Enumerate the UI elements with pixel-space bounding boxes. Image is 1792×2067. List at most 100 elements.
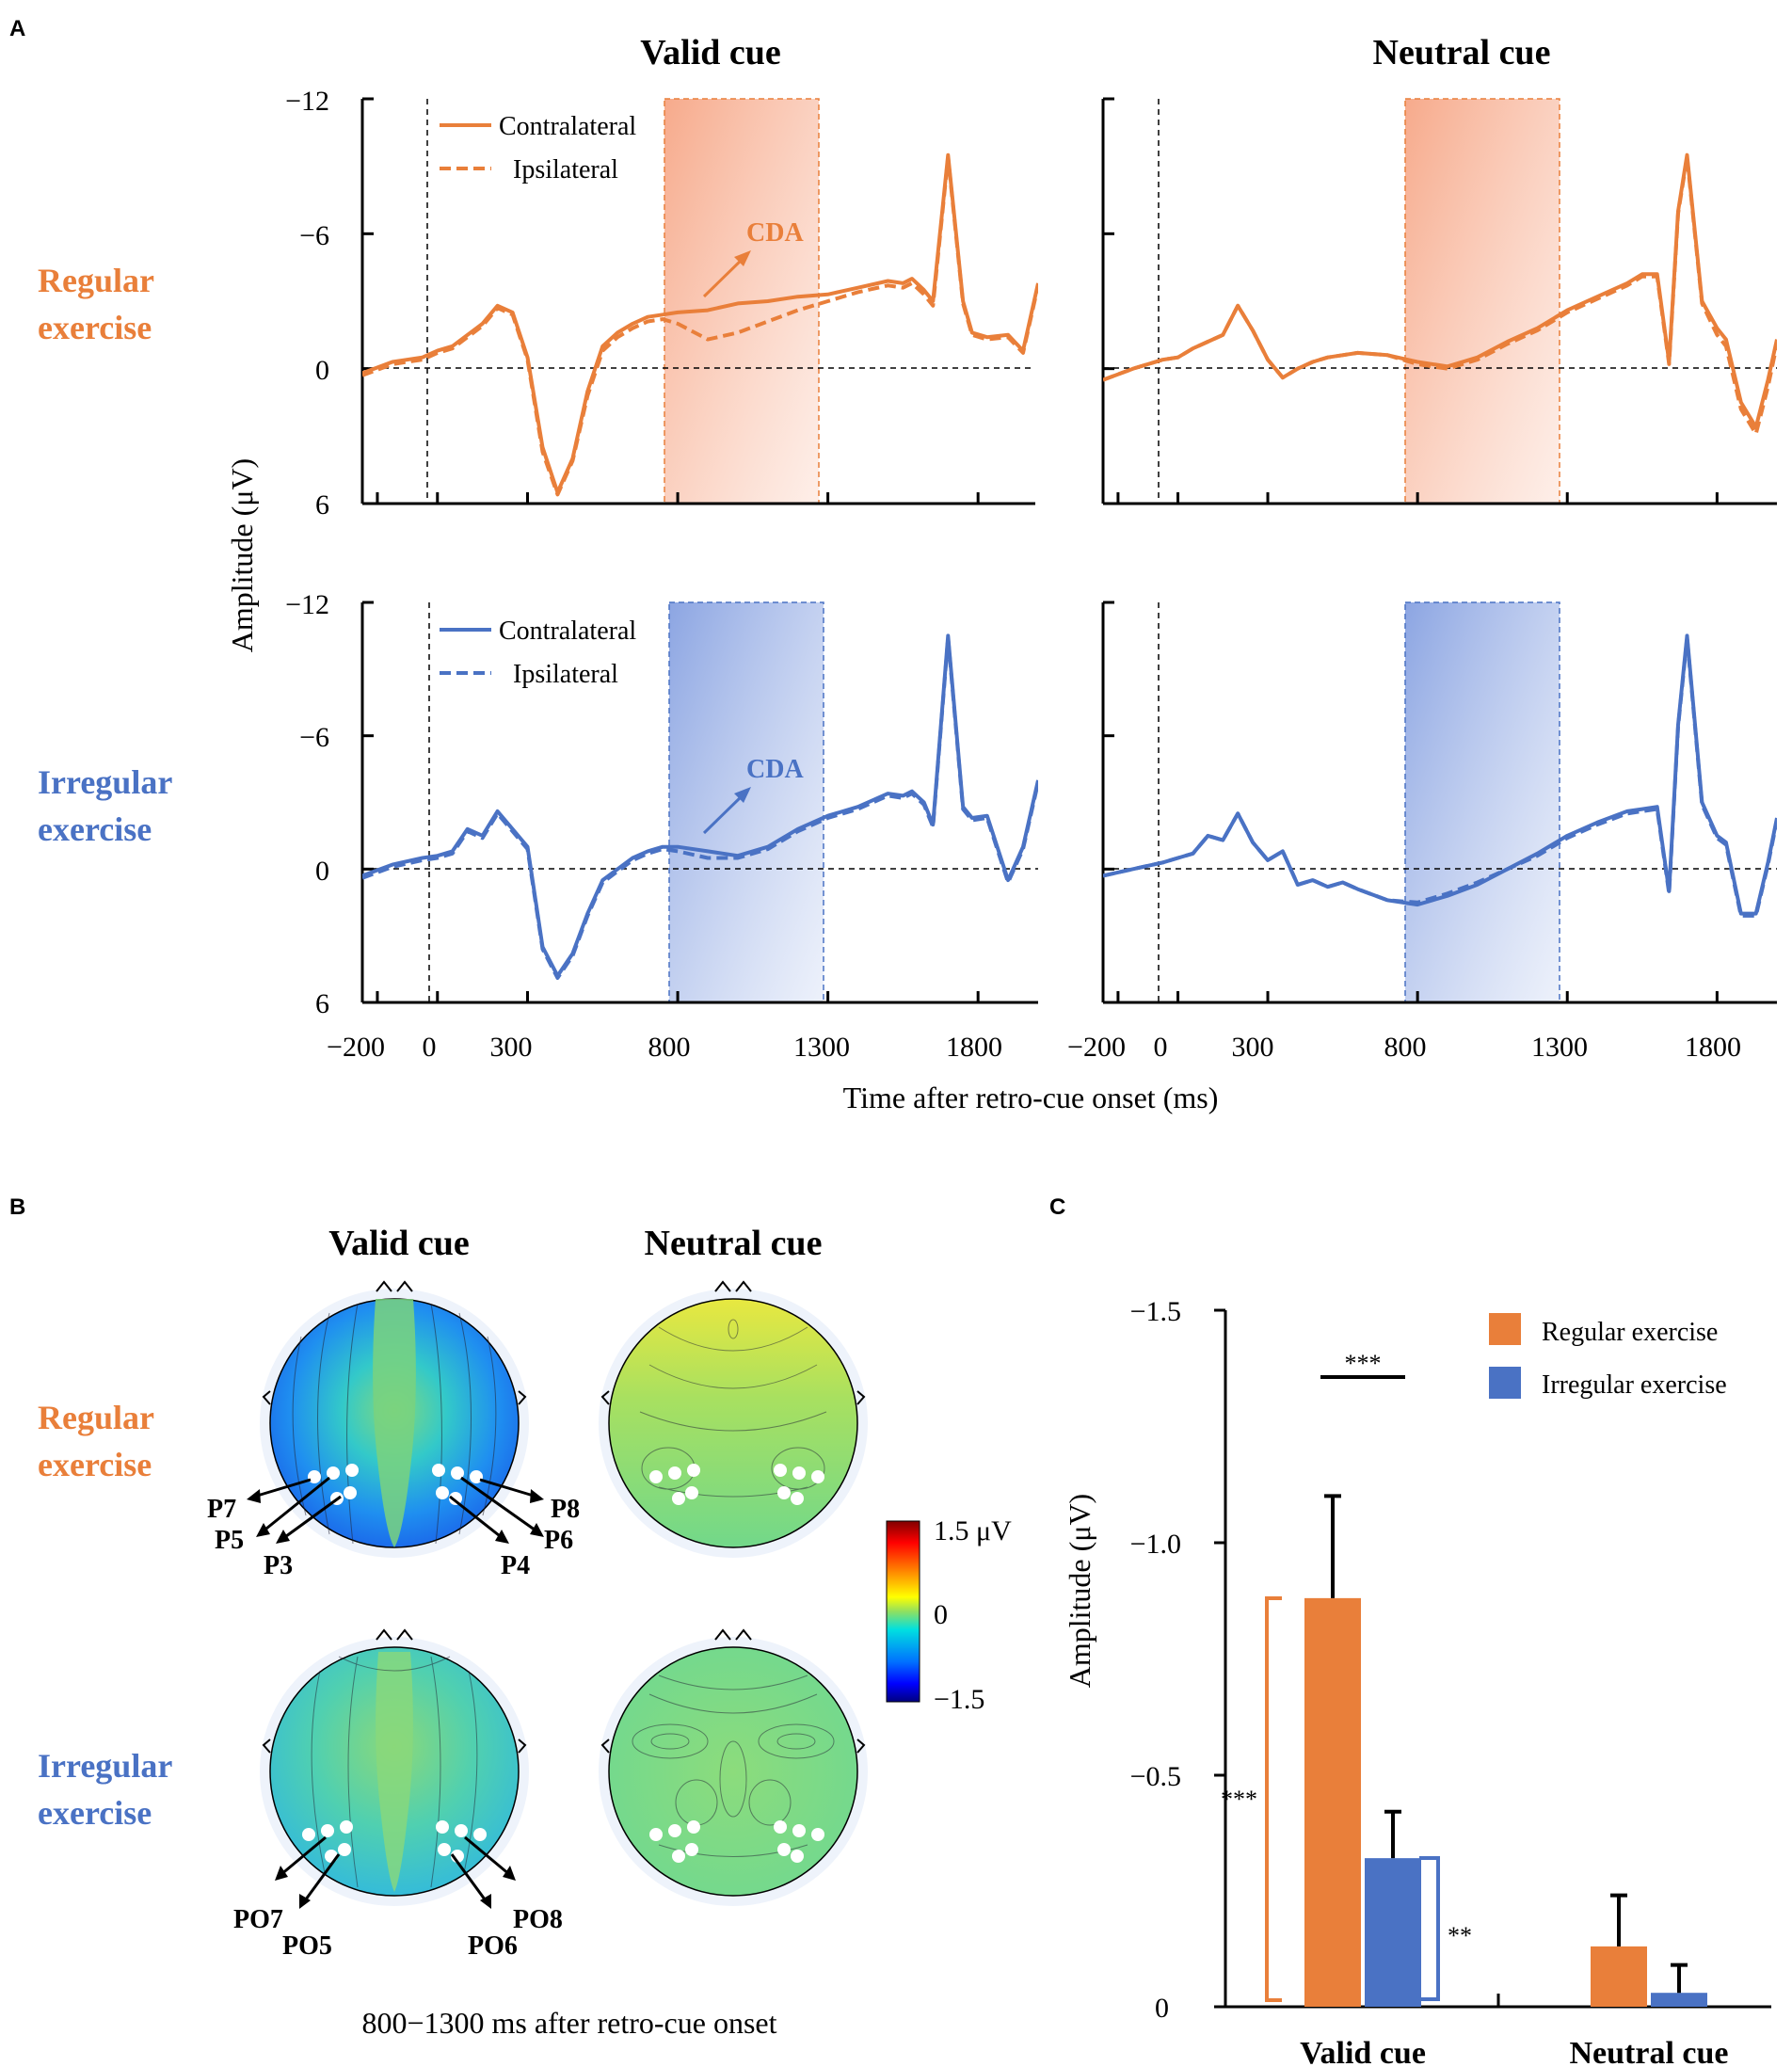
xtick-valid-0: 0 <box>423 1032 437 1063</box>
electrode-label-po8: PO8 <box>513 1905 563 1934</box>
topomap-irregular-neutral <box>599 1628 868 1906</box>
legend-contralateral-irregular: Contralateral <box>499 617 636 646</box>
panel-a-window-regular-valid <box>664 98 820 505</box>
bar-irregular-valid <box>1365 1858 1421 2007</box>
bar-irregular-neutral <box>1651 1993 1707 2007</box>
panel-b-row-label-regular-1: Regular <box>38 1399 154 1436</box>
errorbar-irregular-valid <box>1384 1809 1401 1859</box>
xtick-valid-1300: 1300 <box>793 1032 850 1063</box>
panel-c-ytick-0: 0 <box>1155 1993 1169 2024</box>
cda-label-regular: CDA <box>746 218 804 248</box>
electrode-label-p3: P3 <box>264 1551 293 1580</box>
electrode-label-p5: P5 <box>215 1526 244 1555</box>
electrode-label-p6: P6 <box>544 1526 573 1555</box>
colorbar-min-label: −1.5 <box>934 1684 984 1715</box>
electrode-label-p4: P4 <box>501 1551 530 1580</box>
electrode-label-p8: P8 <box>551 1495 580 1524</box>
panel-a-row-label-irregular-1: Irregular <box>38 763 172 801</box>
panel-a-xlabel: Time after retro-cue onset (ms) <box>843 1081 1219 1114</box>
panel-c-ytick-m1-5: −1.5 <box>1130 1296 1181 1327</box>
erp-line-regular-neutral-ipsilateral <box>1103 155 1777 436</box>
bar-regular-valid <box>1304 1597 1361 2007</box>
electrode-label-p7: P7 <box>207 1495 236 1524</box>
sig-bracket-irregular <box>1419 1856 1440 2001</box>
panel-b-row-label-regular-2: exercise <box>38 1446 152 1483</box>
electrode-label-po7: PO7 <box>233 1905 283 1934</box>
errorbar-irregular-neutral <box>1671 1963 1688 1994</box>
panel-c-xtick-neutral: Neutral cue <box>1569 2036 1728 2067</box>
panel-c-ytick-m0-5: −0.5 <box>1130 1761 1181 1792</box>
erp-line-irregular-neutral-ipsilateral <box>1103 635 1777 918</box>
panel-letter-c: C <box>1049 1194 1065 1220</box>
legend-contralateral-regular: Contralateral <box>499 112 636 141</box>
sig-bracket-regular <box>1265 1596 1282 2002</box>
cda-label-irregular: CDA <box>746 755 804 784</box>
legend-label-irregular: Irregular exercise <box>1542 1370 1727 1400</box>
panel-a-row-label-regular-2: exercise <box>38 309 152 346</box>
electrode-label-po6: PO6 <box>468 1931 518 1961</box>
panel-a-window-irregular-valid <box>668 601 824 1003</box>
xtick-valid-300: 300 <box>490 1032 533 1063</box>
panel-a-legend-irregular: Contralateral Ipsilateral <box>440 617 636 689</box>
ytick-r1-6: 6 <box>315 988 329 1019</box>
panel-b-row-label-irregular-2: exercise <box>38 1794 152 1832</box>
cda-annotation-regular: CDA <box>702 218 804 298</box>
xtick-valid-1800: 1800 <box>946 1032 1002 1063</box>
ytick-r1-m12: −12 <box>285 589 329 620</box>
panel-b-caption: 800−1300 ms after retro-cue onset <box>361 2006 776 2040</box>
panel-a-window-irregular-neutral <box>1404 601 1560 1003</box>
erp-line-regular-valid-ipsilateral <box>362 155 1038 497</box>
ytick-r0-m12: −12 <box>285 86 329 117</box>
errorbar-regular-valid <box>1324 1494 1341 1598</box>
sig-label-regular: *** <box>1221 1786 1257 1813</box>
colorbar <box>886 1520 920 1703</box>
erp-line-irregular-valid-ipsilateral <box>362 635 1038 980</box>
panel-b-row-label-irregular-1: Irregular <box>38 1747 172 1785</box>
xtick-neutral-300: 300 <box>1232 1032 1274 1063</box>
panel-a-ylabel: Amplitude (μV) <box>225 458 259 652</box>
ytick-r1-0: 0 <box>315 856 329 887</box>
colorbar-mid-label: 0 <box>934 1599 948 1630</box>
legend-swatch-irregular <box>1489 1367 1521 1399</box>
xtick-neutral-1800: 1800 <box>1685 1032 1741 1063</box>
ytick-r0-0: 0 <box>315 355 329 386</box>
panel-a-erp-lines <box>362 152 1777 980</box>
panel-letter-b: B <box>9 1194 25 1220</box>
electrode-arrows <box>253 1476 539 1904</box>
panel-c-xtick-valid: Valid cue <box>1300 2036 1426 2067</box>
ytick-r0-6: 6 <box>315 489 329 521</box>
xtick-valid-m200: −200 <box>327 1032 385 1063</box>
sig-label-between: *** <box>1345 1350 1382 1377</box>
panel-b-title-neutral: Neutral cue <box>645 1224 823 1263</box>
legend-ipsilateral-regular: Ipsilateral <box>513 155 618 184</box>
topomap-regular-neutral <box>599 1280 868 1558</box>
cda-annotation-irregular: CDA <box>702 755 804 835</box>
legend-label-regular: Regular exercise <box>1542 1318 1718 1347</box>
panel-c-ylabel: Amplitude (μV) <box>1063 1494 1096 1688</box>
panel-a-title-valid: Valid cue <box>640 33 781 72</box>
xtick-neutral-1300: 1300 <box>1531 1032 1588 1063</box>
topomap-irregular-valid <box>260 1628 529 1906</box>
sig-label-irregular: ** <box>1448 1922 1472 1949</box>
panel-a-tick-marks <box>362 97 1719 1004</box>
xtick-neutral-0: 0 <box>1154 1032 1168 1063</box>
panel-a-row-label-regular-1: Regular <box>38 262 154 299</box>
xtick-neutral-m200: −200 <box>1067 1032 1126 1063</box>
xtick-neutral-800: 800 <box>1384 1032 1427 1063</box>
panel-a-row-label-irregular-2: exercise <box>38 810 152 848</box>
highlighted-electrodes <box>302 1464 824 1863</box>
panel-a-window-regular-neutral <box>1404 98 1560 505</box>
panel-b-title-valid: Valid cue <box>328 1224 470 1263</box>
electrode-label-po5: PO5 <box>282 1931 332 1961</box>
panel-c-bars <box>1304 1494 1707 2007</box>
ytick-r1-m6: −6 <box>299 722 329 753</box>
legend-swatch-regular <box>1489 1313 1521 1345</box>
bar-regular-neutral <box>1591 1946 1647 2007</box>
ytick-r0-m6: −6 <box>299 220 329 251</box>
panel-c-ytick-m1-0: −1.0 <box>1130 1529 1181 1560</box>
panel-c-axes <box>1214 1308 1771 2009</box>
panel-letter-a: A <box>9 16 25 41</box>
panel-a-title-neutral: Neutral cue <box>1373 33 1551 72</box>
panel-a-reference-lines <box>362 99 1777 1002</box>
